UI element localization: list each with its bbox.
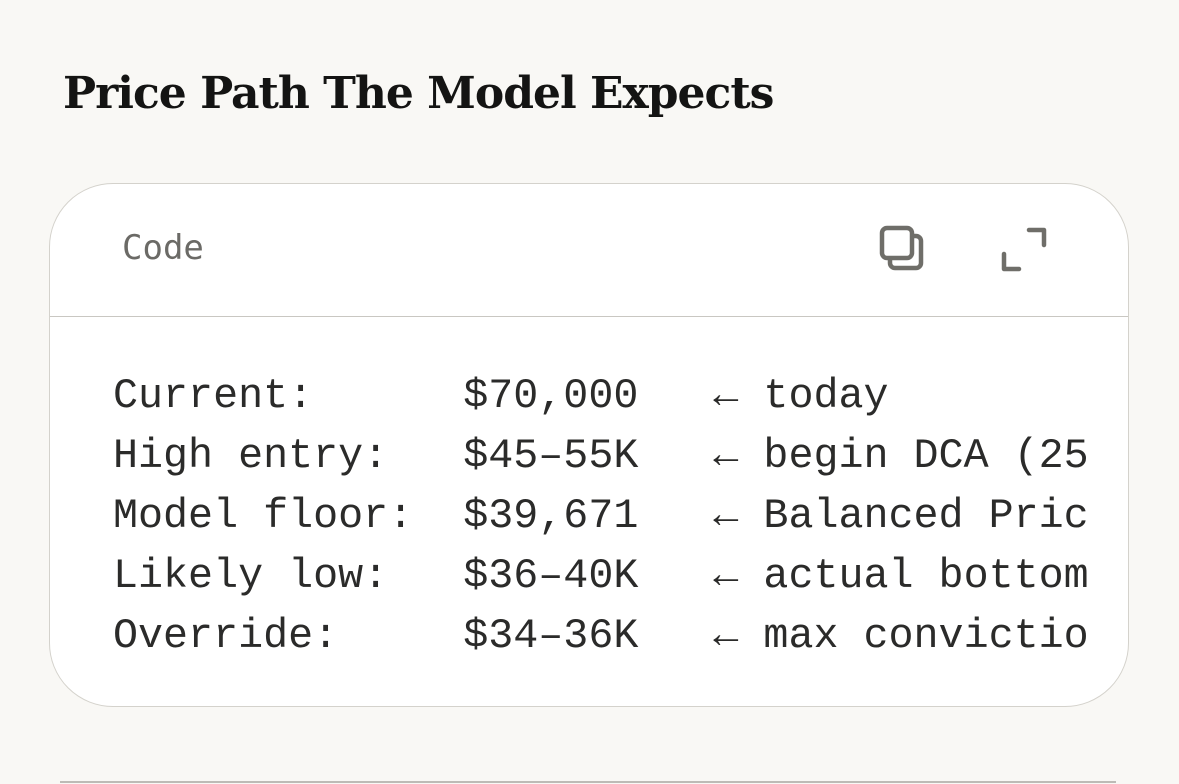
section-heading: Price Path The Model Expects (63, 68, 774, 119)
copy-icon[interactable] (876, 222, 932, 278)
code-block-header: Code (50, 184, 1128, 317)
code-line: Current: $70,000 ← today (113, 372, 889, 420)
code-line: Likely low: $36–40K ← actual bottom (113, 552, 1089, 600)
expand-icon[interactable] (996, 222, 1052, 278)
divider (60, 781, 1116, 783)
code-line: Override: $34–36K ← max convictio (113, 612, 1089, 660)
code-language-label: Code (122, 228, 204, 268)
code-line: Model floor: $39,671 ← Balanced Pric (113, 492, 1089, 540)
code-block: Code Current: $70,000 ← today High entry:… (49, 183, 1129, 707)
code-content: Current: $70,000 ← today High entry: $45–… (113, 366, 1089, 666)
code-line: High entry: $45–55K ← begin DCA (25 (113, 432, 1089, 480)
